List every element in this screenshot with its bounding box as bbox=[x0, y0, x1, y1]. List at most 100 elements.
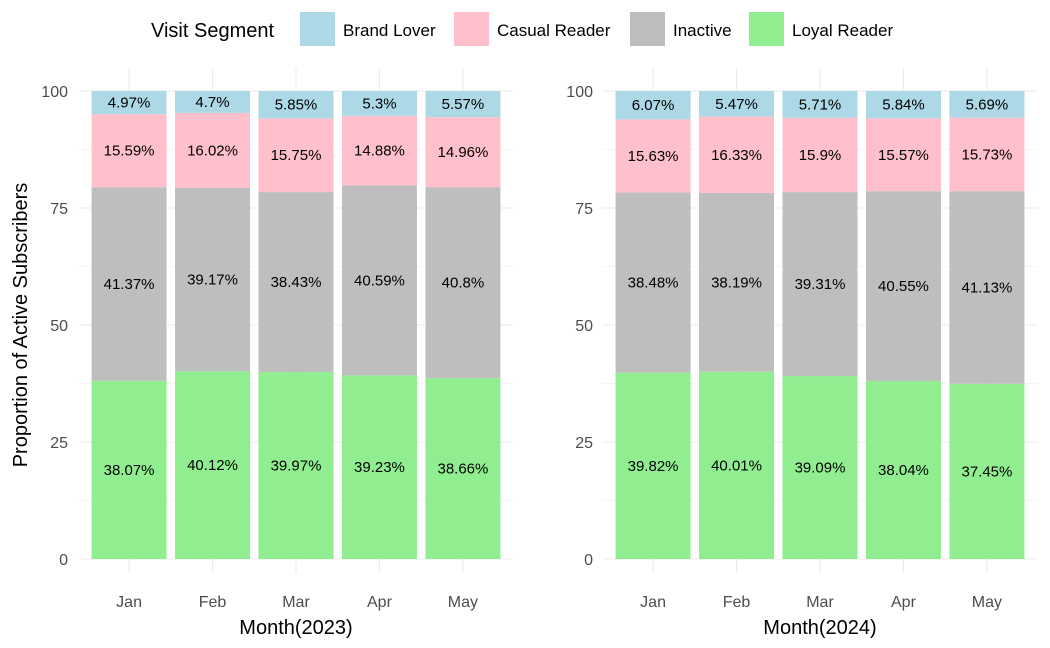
x-tick-label: Jan bbox=[116, 594, 142, 611]
x-tick-label: May bbox=[972, 594, 1002, 611]
bar-casual-reader bbox=[949, 117, 1025, 192]
x-tick-label: Apr bbox=[891, 594, 917, 611]
x-tick-label: Apr bbox=[367, 594, 393, 611]
bar-casual-reader bbox=[175, 112, 251, 188]
y-tick-label: 25 bbox=[50, 435, 68, 452]
data-label-inactive: 41.13% bbox=[961, 279, 1012, 296]
bar-brand-lover bbox=[258, 91, 334, 119]
bar-casual-reader bbox=[91, 114, 167, 188]
bar-loyal-reader bbox=[175, 371, 251, 559]
bar-inactive bbox=[91, 187, 167, 381]
data-label-inactive: 39.31% bbox=[795, 276, 846, 293]
bar-casual-reader bbox=[699, 116, 775, 194]
data-label-casual-reader: 15.75% bbox=[271, 147, 322, 164]
data-label-brand-lover: 5.85% bbox=[275, 97, 318, 114]
bar-inactive bbox=[175, 187, 251, 372]
bar-loyal-reader bbox=[949, 383, 1025, 559]
data-label-casual-reader: 15.57% bbox=[878, 147, 929, 164]
legend-key-inactive bbox=[630, 12, 665, 46]
bar-inactive bbox=[425, 187, 501, 379]
data-label-inactive: 41.37% bbox=[104, 276, 155, 293]
data-label-inactive: 39.17% bbox=[187, 272, 238, 289]
bar-brand-lover bbox=[341, 91, 417, 116]
bar-loyal-reader bbox=[615, 372, 691, 559]
legend-key-loyal-reader bbox=[749, 12, 784, 46]
x-tick-label: Feb bbox=[199, 594, 227, 611]
data-label-casual-reader: 15.59% bbox=[104, 143, 155, 160]
data-label-inactive: 38.19% bbox=[711, 274, 762, 291]
legend-key-brand-lover bbox=[300, 12, 335, 46]
data-label-casual-reader: 14.96% bbox=[437, 144, 488, 161]
y-tick-label: 100 bbox=[41, 84, 68, 101]
bar-loyal-reader bbox=[865, 380, 941, 559]
y-tick-label: 100 bbox=[566, 84, 593, 101]
x-tick-label: Feb bbox=[723, 594, 751, 611]
bar-inactive bbox=[865, 191, 941, 381]
legend-label-inactive: Inactive bbox=[673, 21, 732, 40]
bar-brand-lover bbox=[615, 91, 691, 120]
data-label-brand-lover: 4.7% bbox=[195, 94, 229, 111]
bar-brand-lover bbox=[949, 91, 1025, 118]
data-label-brand-lover: 5.69% bbox=[966, 96, 1009, 113]
bar-inactive bbox=[782, 192, 858, 377]
x-tick-label: Jan bbox=[640, 594, 666, 611]
bar-inactive bbox=[258, 192, 334, 372]
bar-brand-lover bbox=[699, 91, 775, 117]
bar-inactive bbox=[699, 193, 775, 372]
data-label-brand-lover: 5.57% bbox=[442, 96, 485, 113]
bar-inactive bbox=[341, 185, 417, 376]
legend-label-brand-lover: Brand Lover bbox=[343, 21, 436, 40]
data-label-casual-reader: 16.02% bbox=[187, 142, 238, 159]
bar-casual-reader bbox=[258, 118, 334, 193]
bar-inactive bbox=[615, 192, 691, 373]
data-label-inactive: 40.55% bbox=[878, 278, 929, 295]
bar-casual-reader bbox=[425, 117, 501, 188]
data-label-brand-lover: 6.07% bbox=[632, 97, 675, 114]
data-label-casual-reader: 15.9% bbox=[799, 147, 842, 164]
bar-loyal-reader bbox=[91, 380, 167, 559]
x-tick-label: Mar bbox=[282, 594, 310, 611]
chart-panels: 0 25 50 75 100 Jan Feb Mar Apr May Month(2023) 38.0… bbox=[41, 68, 1037, 639]
data-label-brand-lover: 5.84% bbox=[882, 97, 925, 114]
x-axis-title: Month(2024) bbox=[763, 617, 876, 639]
data-label-loyal-reader: 39.23% bbox=[354, 459, 405, 476]
y-tick-label: 0 bbox=[584, 552, 593, 569]
bar-brand-lover bbox=[91, 91, 167, 115]
y-tick-label: 75 bbox=[575, 201, 593, 218]
bar-casual-reader bbox=[865, 118, 941, 192]
legend-label-loyal-reader: Loyal Reader bbox=[792, 21, 893, 40]
bar-loyal-reader bbox=[425, 378, 501, 559]
bar-casual-reader bbox=[341, 115, 417, 186]
bar-brand-lover bbox=[782, 91, 858, 118]
data-label-loyal-reader: 39.97% bbox=[271, 457, 322, 474]
data-label-brand-lover: 5.47% bbox=[715, 96, 758, 113]
bar-brand-lover bbox=[425, 91, 501, 118]
data-label-loyal-reader: 38.07% bbox=[104, 462, 155, 479]
legend: Visit Segment Brand Lover Casual Reader In… bbox=[151, 12, 893, 46]
data-label-casual-reader: 15.73% bbox=[961, 146, 1012, 163]
data-label-inactive: 40.8% bbox=[442, 275, 485, 292]
data-label-casual-reader: 15.63% bbox=[628, 148, 679, 165]
data-label-loyal-reader: 39.82% bbox=[628, 458, 679, 475]
bar-brand-lover bbox=[175, 91, 251, 113]
bar-inactive bbox=[949, 191, 1025, 384]
y-tick-label: 50 bbox=[575, 318, 593, 335]
data-label-loyal-reader: 38.04% bbox=[878, 462, 929, 479]
data-label-inactive: 40.59% bbox=[354, 272, 405, 289]
data-label-casual-reader: 14.88% bbox=[354, 143, 405, 160]
data-label-inactive: 38.43% bbox=[271, 274, 322, 291]
bar-brand-lover bbox=[865, 91, 941, 119]
bar-casual-reader bbox=[615, 119, 691, 193]
bar-loyal-reader bbox=[341, 375, 417, 559]
bar-loyal-reader bbox=[258, 371, 334, 559]
data-label-brand-lover: 4.97% bbox=[108, 95, 151, 112]
data-label-loyal-reader: 37.45% bbox=[961, 463, 1012, 480]
x-tick-label: May bbox=[448, 594, 478, 611]
data-label-casual-reader: 16.33% bbox=[711, 147, 762, 164]
legend-key-casual-reader bbox=[454, 12, 489, 46]
data-label-loyal-reader: 38.66% bbox=[437, 461, 488, 478]
legend-title: Visit Segment bbox=[151, 20, 274, 42]
bar-loyal-reader bbox=[699, 371, 775, 559]
